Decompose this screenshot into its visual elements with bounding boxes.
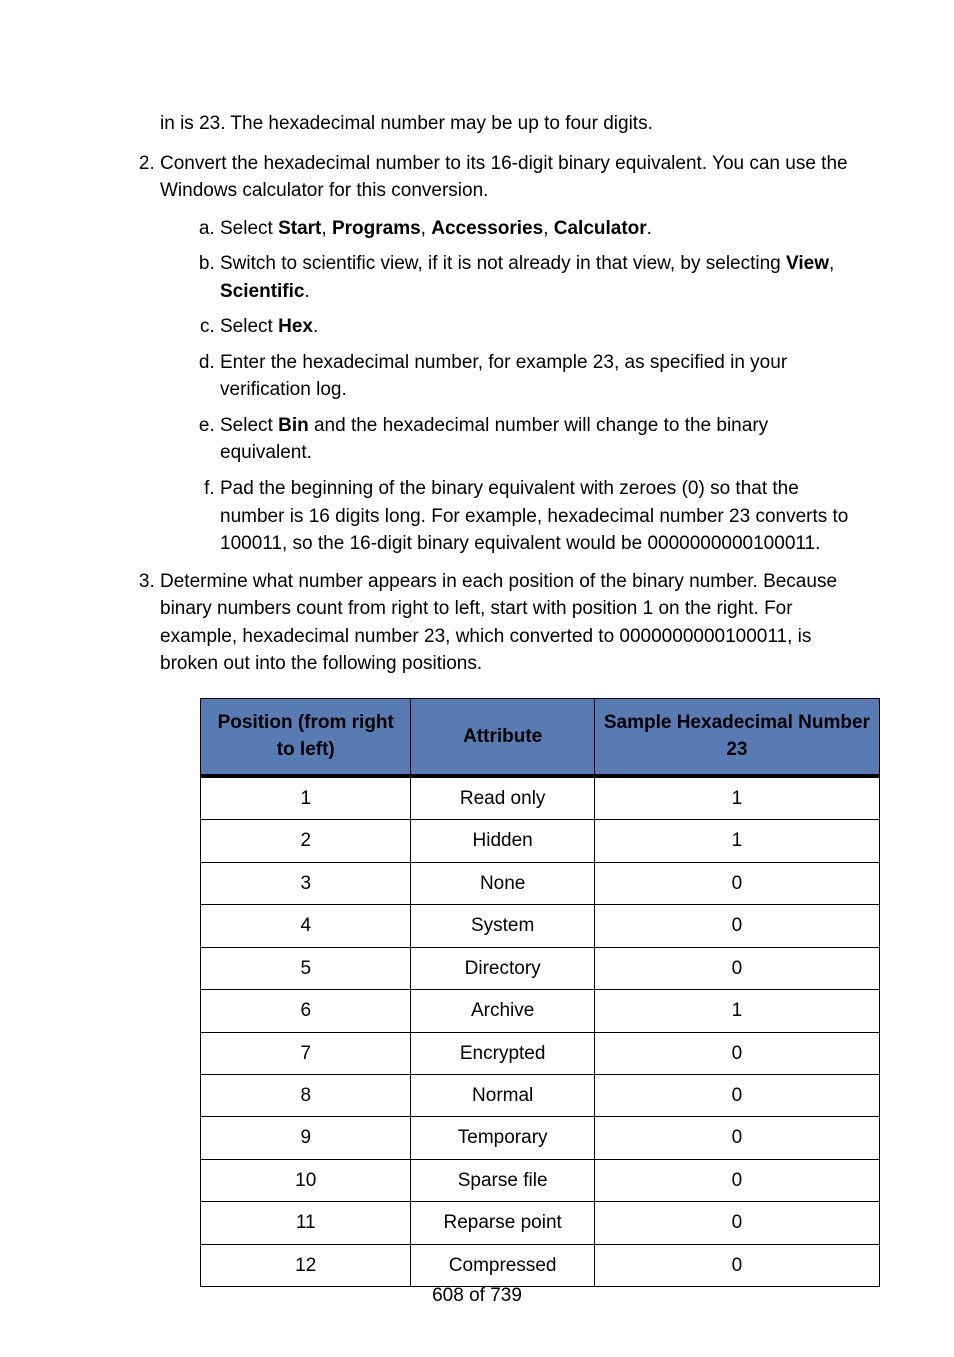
table-row: 10Sparse file0	[201, 1159, 880, 1201]
table-cell: 2	[201, 820, 411, 862]
table-row: 4System0	[201, 905, 880, 947]
table-cell: 0	[594, 905, 879, 947]
list-item-2-text: Convert the hexadecimal number to its 16…	[160, 153, 848, 202]
table-cell: 1	[201, 776, 411, 820]
table-body: 1Read only12Hidden13None04System05Direct…	[201, 776, 880, 1287]
table-cell: 0	[594, 1075, 879, 1117]
bold-text: Scientific	[220, 281, 304, 302]
table-row: 5Directory0	[201, 947, 880, 989]
bold-text: Programs	[332, 218, 421, 239]
text: .	[313, 316, 318, 337]
intro-fragment: in is 23. The hexadecimal number may be …	[160, 110, 854, 138]
sub-item-a: Select Start, Programs, Accessories, Cal…	[220, 215, 854, 243]
table-cell: Sparse file	[411, 1159, 594, 1201]
table-cell: Compressed	[411, 1244, 594, 1286]
table-cell: 0	[594, 862, 879, 904]
table-row: 3None0	[201, 862, 880, 904]
text: ,	[543, 218, 554, 239]
table-row: 11Reparse point0	[201, 1202, 880, 1244]
table-cell: 7	[201, 1032, 411, 1074]
table-header-cell: Attribute	[411, 698, 594, 776]
table-cell: Reparse point	[411, 1202, 594, 1244]
table-header-cell: Position (from right to left)	[201, 698, 411, 776]
table-cell: 3	[201, 862, 411, 904]
table-cell: Archive	[411, 990, 594, 1032]
sub-item-f: Pad the beginning of the binary equivale…	[220, 475, 854, 558]
table-cell: 1	[594, 820, 879, 862]
table-cell: 12	[201, 1244, 411, 1286]
table-cell: 0	[594, 947, 879, 989]
list-item-3-text: Determine what number appears in each po…	[160, 571, 837, 675]
table-cell: 0	[594, 1244, 879, 1286]
attribute-table: Position (from right to left) Attribute …	[200, 698, 880, 1287]
table-row: 1Read only1	[201, 776, 880, 820]
bold-text: Hex	[278, 316, 313, 337]
list-item-3: Determine what number appears in each po…	[160, 568, 854, 1288]
bold-text: Accessories	[431, 218, 543, 239]
table-cell: 0	[594, 1202, 879, 1244]
table-cell: Normal	[411, 1075, 594, 1117]
main-ordered-list: Convert the hexadecimal number to its 16…	[120, 150, 854, 1288]
table-header-cell: Sample Hexadecimal Number 23	[594, 698, 879, 776]
table-cell: 0	[594, 1159, 879, 1201]
bold-text: View	[786, 253, 829, 274]
table-cell: System	[411, 905, 594, 947]
sub-item-c: Select Hex.	[220, 313, 854, 341]
text: ,	[829, 253, 834, 274]
text: .	[647, 218, 652, 239]
text: Pad the beginning of the binary equivale…	[220, 478, 848, 554]
text: Select	[220, 415, 278, 436]
text: Select	[220, 218, 278, 239]
table-row: 2Hidden1	[201, 820, 880, 862]
table-cell: 9	[201, 1117, 411, 1159]
table-cell: Temporary	[411, 1117, 594, 1159]
table-row: 6Archive1	[201, 990, 880, 1032]
bold-text: Calculator	[554, 218, 647, 239]
table-cell: 10	[201, 1159, 411, 1201]
table-cell: 11	[201, 1202, 411, 1244]
text: ,	[421, 218, 432, 239]
bold-text: Start	[278, 218, 321, 239]
table-cell: None	[411, 862, 594, 904]
text: .	[304, 281, 309, 302]
sub-list: Select Start, Programs, Accessories, Cal…	[160, 215, 854, 558]
page-number: 608 of 739	[0, 1285, 954, 1307]
table-cell: 4	[201, 905, 411, 947]
table-cell: Encrypted	[411, 1032, 594, 1074]
text: Switch to scientific view, if it is not …	[220, 253, 786, 274]
bold-text: Bin	[278, 415, 309, 436]
table-row: 8Normal0	[201, 1075, 880, 1117]
table-cell: 0	[594, 1032, 879, 1074]
table-cell: 0	[594, 1117, 879, 1159]
table-cell: 1	[594, 776, 879, 820]
document-page: in is 23. The hexadecimal number may be …	[0, 0, 954, 1357]
table-cell: 8	[201, 1075, 411, 1117]
table-cell: Read only	[411, 776, 594, 820]
sub-item-e: Select Bin and the hexadecimal number wi…	[220, 412, 854, 467]
table-cell: Hidden	[411, 820, 594, 862]
table-cell: 1	[594, 990, 879, 1032]
text: ,	[321, 218, 332, 239]
table-row: 7Encrypted0	[201, 1032, 880, 1074]
table-row: 9Temporary0	[201, 1117, 880, 1159]
table-cell: 6	[201, 990, 411, 1032]
table-header-row: Position (from right to left) Attribute …	[201, 698, 880, 776]
sub-item-b: Switch to scientific view, if it is not …	[220, 250, 854, 305]
text: Enter the hexadecimal number, for exampl…	[220, 352, 787, 401]
sub-item-d: Enter the hexadecimal number, for exampl…	[220, 349, 854, 404]
table-cell: 5	[201, 947, 411, 989]
text: Select	[220, 316, 278, 337]
list-item-2: Convert the hexadecimal number to its 16…	[160, 150, 854, 558]
table-cell: Directory	[411, 947, 594, 989]
table-row: 12Compressed0	[201, 1244, 880, 1286]
